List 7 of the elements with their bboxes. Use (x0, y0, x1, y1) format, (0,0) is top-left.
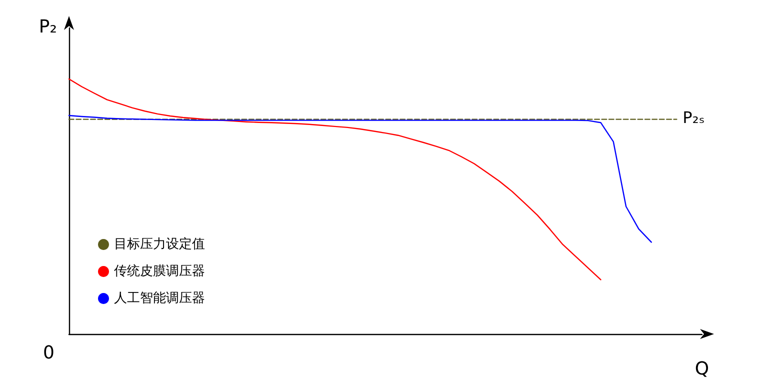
legend-label: 目标压力设定值 (114, 237, 205, 252)
y-axis-title: P₂ (38, 16, 57, 38)
text: 0 (43, 342, 54, 364)
x-axis-title: Q (694, 358, 710, 380)
legend-label: 人工智能调压器 (114, 291, 205, 306)
annotation: P₂ₛ (682, 108, 705, 127)
legend-label: 传统皮膜调压器 (114, 264, 205, 279)
